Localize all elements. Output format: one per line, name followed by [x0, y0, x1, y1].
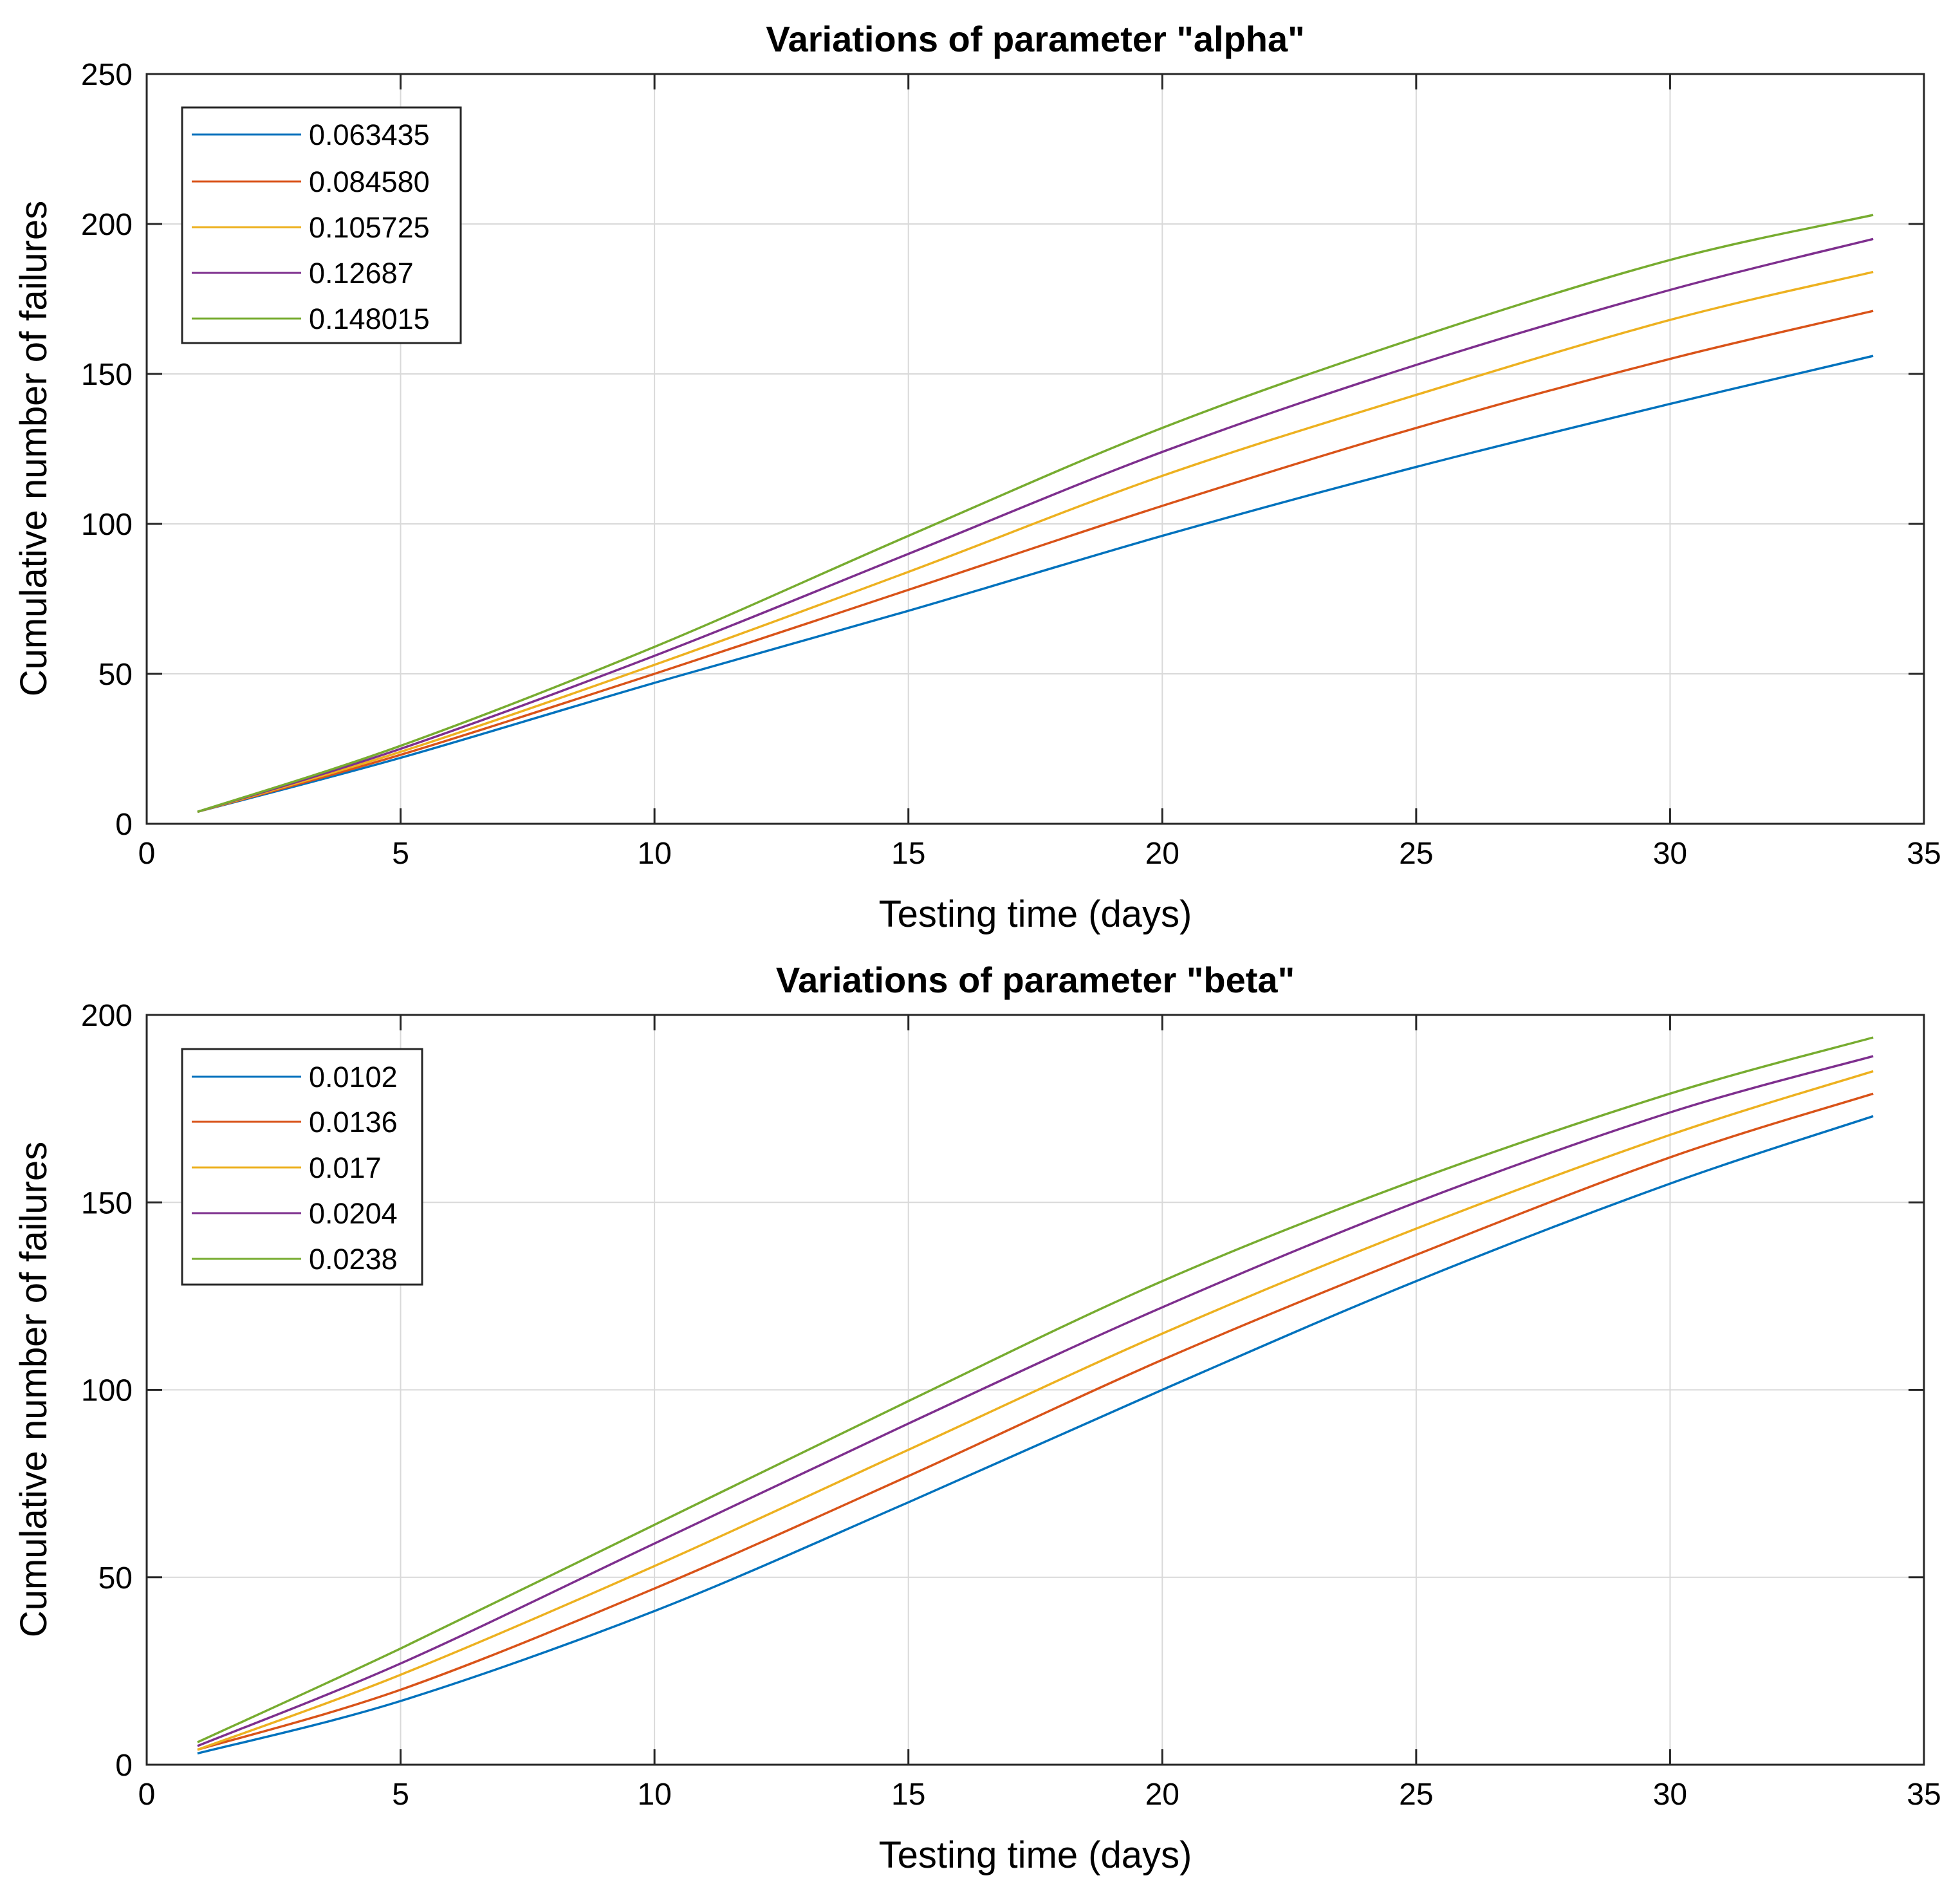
chart-alpha: 0 5 10 15 20 25 30 35 0 50 100 150 200 250 Variations…	[13, 19, 1941, 935]
x-tick-label: 5	[392, 837, 409, 871]
y-tick-label: 50	[98, 658, 133, 692]
y-axis-label: Cumulative number of failures	[13, 1142, 55, 1637]
legend-entry: 0.0204	[309, 1197, 398, 1230]
y-tick-label: 50	[98, 1561, 133, 1595]
series-line-0.0204	[197, 1055, 1874, 1747]
chart-title: Variations of parameter "beta"	[776, 960, 1295, 1000]
legend-entry: 0.063435	[309, 118, 430, 151]
legend-entry: 0.084580	[309, 165, 430, 198]
y-tick-label: 0	[115, 1749, 133, 1783]
ticks	[145, 1014, 1925, 1766]
x-tick-label: 20	[1145, 1778, 1179, 1812]
series-line-0.0238	[197, 1036, 1874, 1743]
grid	[147, 74, 1924, 824]
legend-entry: 0.105725	[309, 211, 430, 244]
series-line-0.0102	[197, 1115, 1874, 1755]
series-line-0.12687	[197, 237, 1874, 813]
chart-beta: 0 5 10 15 20 25 30 35 0 50 100 150 200 Variations of…	[13, 960, 1941, 1876]
series-line-0.105725	[197, 270, 1874, 813]
series-line-0.017	[197, 1070, 1874, 1751]
series-line-0.063435	[197, 355, 1874, 813]
x-tick-label: 15	[891, 1778, 925, 1812]
x-tick-label: 10	[637, 1778, 671, 1812]
y-tick-label: 250	[81, 58, 133, 92]
series-group	[197, 1036, 1874, 1755]
x-tick-label: 25	[1399, 837, 1433, 871]
x-tick-label: 35	[1907, 1778, 1941, 1812]
ticks	[145, 73, 1925, 825]
legend-entry: 0.0238	[309, 1243, 398, 1276]
legend-entry: 0.017	[309, 1151, 382, 1184]
tick-labels: 0 5 10 15 20 25 30 35 0 50 100 150 200	[81, 999, 1941, 1812]
legend-entry: 0.148015	[309, 302, 430, 335]
x-tick-label: 30	[1653, 1778, 1687, 1812]
chart-title: Variations of parameter "alpha"	[766, 19, 1304, 59]
x-tick-label: 30	[1653, 837, 1687, 871]
series-group	[197, 214, 1874, 813]
legend: 0.0102 0.0136 0.017 0.0204 0.0238	[181, 1048, 423, 1286]
x-tick-label: 20	[1145, 837, 1179, 871]
legend-box	[181, 106, 462, 344]
y-tick-label: 150	[81, 358, 133, 392]
x-tick-label: 25	[1399, 1778, 1433, 1812]
x-tick-label: 5	[392, 1778, 409, 1812]
series-line-0.148015	[197, 214, 1874, 813]
legend-entry: 0.0136	[309, 1106, 398, 1139]
y-tick-label: 200	[81, 208, 133, 242]
x-tick-label: 0	[138, 1778, 156, 1812]
x-axis-label: Testing time (days)	[879, 893, 1192, 935]
x-tick-label: 15	[891, 837, 925, 871]
y-tick-label: 0	[115, 808, 133, 842]
tick-labels: 0 5 10 15 20 25 30 35 0 50 100 150 200 250	[81, 58, 1941, 871]
legend-entry: 0.0102	[309, 1061, 398, 1093]
x-tick-label: 35	[1907, 837, 1941, 871]
axes-box	[145, 73, 1925, 825]
legend-entry: 0.12687	[309, 257, 414, 290]
series-line-0.084580	[197, 310, 1874, 813]
y-tick-label: 150	[81, 1186, 133, 1220]
y-tick-label: 200	[81, 999, 133, 1033]
y-axis-label: Cumulative number of failures	[13, 201, 55, 696]
x-tick-label: 0	[138, 837, 156, 871]
x-axis-label: Testing time (days)	[879, 1834, 1192, 1876]
y-tick-label: 100	[81, 508, 133, 542]
legend: 0.063435 0.084580 0.105725 0.12687 0.148…	[181, 106, 462, 344]
grid	[147, 1015, 1924, 1765]
series-line-0.0136	[197, 1092, 1874, 1751]
x-tick-label: 10	[637, 837, 671, 871]
y-tick-label: 100	[81, 1374, 133, 1408]
